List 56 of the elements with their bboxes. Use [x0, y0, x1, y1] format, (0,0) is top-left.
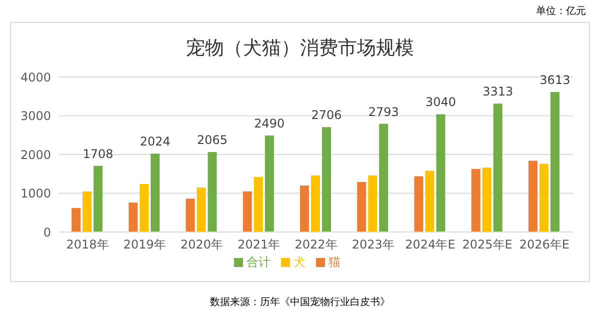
- y-tick-label: 3000: [20, 109, 51, 124]
- bar: [264, 136, 274, 232]
- bar: [72, 208, 81, 232]
- bar: [311, 175, 320, 232]
- data-label: 1708: [82, 146, 114, 161]
- bar: [196, 187, 206, 232]
- bar: [128, 202, 138, 232]
- legend-label: 猫: [328, 255, 340, 269]
- bar: [528, 160, 538, 232]
- bar: [300, 186, 310, 232]
- y-tick-label: 1000: [20, 186, 51, 201]
- y-tick-label: 4000: [20, 70, 51, 84]
- bar: [368, 175, 378, 232]
- data-label: 2024: [140, 134, 170, 149]
- data-label: 2706: [311, 108, 342, 122]
- chart-title: 宠物（犬猫）消费市场规模: [185, 36, 415, 61]
- x-tick-label: 2020年: [180, 238, 224, 252]
- bar: [539, 164, 548, 232]
- bar: [425, 170, 434, 232]
- bar: [436, 114, 446, 232]
- bar: [82, 191, 92, 232]
- data-label: 3613: [540, 72, 570, 87]
- x-tick-label: 2024年E: [405, 238, 456, 252]
- bar: [94, 166, 103, 232]
- bar: [357, 182, 366, 232]
- legend-label: 犬: [294, 255, 306, 269]
- x-tick-label: 2019年: [123, 238, 166, 252]
- legend-label: 合计: [246, 255, 270, 269]
- data-label: 3040: [425, 95, 456, 110]
- x-tick-label: 2023年: [352, 238, 394, 252]
- data-label: 3313: [482, 84, 514, 99]
- x-tick-label: 2025年E: [462, 238, 512, 252]
- x-tick-label: 2018年: [66, 238, 109, 252]
- x-tick-label: 2022年: [294, 238, 338, 252]
- bar: [186, 198, 195, 232]
- bar: [471, 168, 480, 232]
- bar: [208, 152, 217, 232]
- y-tick-label: 0: [43, 225, 51, 240]
- x-tick-label: 2021年: [238, 238, 280, 252]
- y-tick-label: 2000: [20, 148, 51, 162]
- bar: [493, 104, 502, 232]
- text: 单位：亿元: [536, 4, 586, 18]
- x-tick-label: 2026年E: [519, 238, 570, 252]
- bar: [482, 168, 492, 232]
- data-label: 2793: [368, 104, 399, 119]
- bar: [379, 124, 388, 232]
- data-label: 2490: [254, 116, 285, 131]
- bar: [150, 154, 160, 232]
- bar: [242, 191, 252, 232]
- bar: [550, 92, 560, 232]
- bar: [322, 127, 332, 232]
- source-note: 数据来源：历年《中国宠物行业白皮书》: [209, 296, 391, 309]
- bar: [140, 184, 149, 232]
- data-label: 2065: [197, 132, 228, 147]
- bar: [414, 176, 424, 232]
- bar: [254, 176, 263, 232]
